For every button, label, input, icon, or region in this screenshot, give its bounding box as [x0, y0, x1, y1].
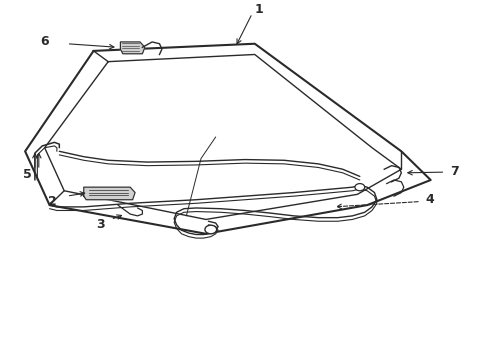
Circle shape	[205, 225, 217, 234]
Text: 1: 1	[255, 3, 264, 16]
Text: 3: 3	[97, 218, 105, 231]
Circle shape	[355, 184, 365, 191]
Text: 6: 6	[40, 35, 49, 49]
Text: 7: 7	[450, 165, 459, 177]
Text: 5: 5	[23, 168, 32, 181]
Text: 2: 2	[48, 195, 56, 208]
Polygon shape	[84, 187, 135, 200]
Text: 4: 4	[426, 193, 435, 206]
Polygon shape	[121, 42, 145, 54]
